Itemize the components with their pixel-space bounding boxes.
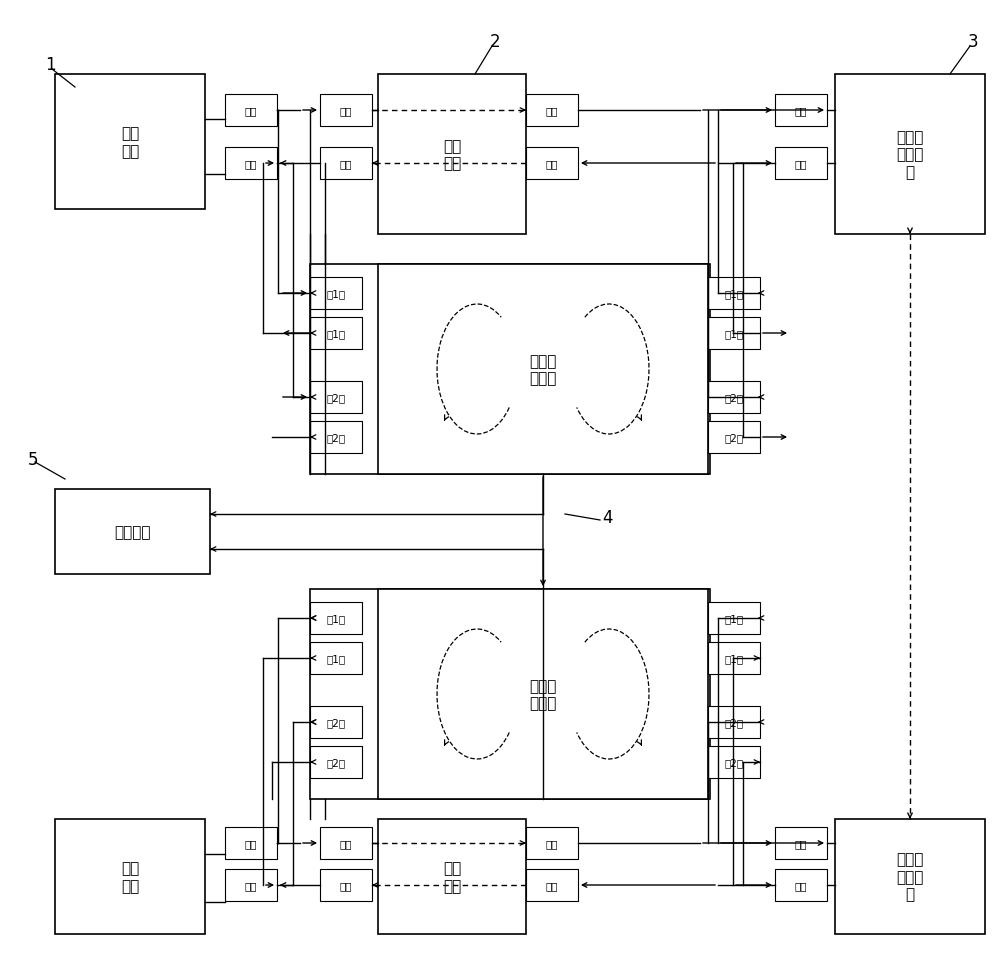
Text: 电2收: 电2收 — [724, 393, 744, 402]
Text: 光发: 光发 — [245, 838, 257, 848]
Bar — [55, 490, 210, 575]
Bar — [526, 148, 578, 180]
Text: 复接
装置: 复接 装置 — [443, 861, 461, 893]
Text: 电2发: 电2发 — [724, 433, 744, 442]
Text: 电收: 电收 — [546, 159, 558, 169]
Text: 电收: 电收 — [546, 880, 558, 890]
Bar — [310, 277, 362, 310]
Text: 4: 4 — [602, 509, 612, 526]
Text: 电发: 电发 — [795, 880, 807, 890]
Text: 光发: 光发 — [340, 880, 352, 890]
Text: 光发: 光发 — [340, 159, 352, 169]
Bar — [378, 75, 526, 234]
Bar — [835, 75, 985, 234]
Text: 电收: 电收 — [795, 106, 807, 116]
Text: 3: 3 — [968, 33, 979, 51]
Bar — [378, 265, 708, 475]
Text: 电1发: 电1发 — [724, 654, 744, 663]
Text: 光收: 光收 — [340, 106, 352, 116]
Text: 电收: 电收 — [795, 838, 807, 848]
Bar — [310, 746, 362, 779]
Bar — [708, 277, 760, 310]
Text: 光2收: 光2收 — [326, 393, 346, 402]
Bar — [708, 421, 760, 454]
Text: 保护
装置: 保护 装置 — [121, 861, 139, 893]
Bar — [775, 827, 827, 859]
Bar — [708, 642, 760, 675]
Text: 光收: 光收 — [245, 159, 257, 169]
Text: 光2收: 光2收 — [326, 718, 346, 727]
Bar — [310, 642, 362, 675]
Text: 电力通
信网设
备: 电力通 信网设 备 — [896, 130, 924, 180]
Text: 电发: 电发 — [795, 159, 807, 169]
Bar — [310, 706, 362, 739]
Text: 复接
装置: 复接 装置 — [443, 138, 461, 171]
Text: 5: 5 — [28, 451, 38, 469]
Bar — [225, 95, 277, 127]
Text: 电2收: 电2收 — [724, 718, 744, 727]
Bar — [320, 148, 372, 180]
Bar — [320, 827, 372, 859]
Bar — [310, 421, 362, 454]
Bar — [310, 602, 362, 635]
Text: 光2发: 光2发 — [326, 433, 346, 442]
Bar — [526, 869, 578, 901]
Text: 电1发: 电1发 — [724, 329, 744, 338]
Text: 1: 1 — [45, 56, 56, 74]
Bar — [775, 95, 827, 127]
Text: 电发: 电发 — [546, 106, 558, 116]
Text: 光1发: 光1发 — [326, 329, 346, 338]
Text: 光发: 光发 — [245, 106, 257, 116]
Bar — [225, 869, 277, 901]
Bar — [225, 827, 277, 859]
Bar — [775, 148, 827, 180]
Text: 光1收: 光1收 — [326, 614, 346, 623]
Bar — [310, 317, 362, 350]
Bar — [378, 589, 708, 800]
Bar — [835, 820, 985, 934]
Bar — [310, 381, 362, 414]
Text: 光收: 光收 — [245, 880, 257, 890]
Text: 通道监
视装置: 通道监 视装置 — [529, 679, 557, 710]
Bar — [708, 706, 760, 739]
Bar — [310, 265, 710, 475]
Text: 2: 2 — [490, 33, 501, 51]
Bar — [225, 148, 277, 180]
Bar — [55, 75, 205, 210]
Bar — [320, 869, 372, 901]
Text: 通道监
视装置: 通道监 视装置 — [529, 354, 557, 386]
Bar — [526, 95, 578, 127]
Bar — [708, 381, 760, 414]
Text: 电力通
信网设
备: 电力通 信网设 备 — [896, 852, 924, 902]
Bar — [708, 602, 760, 635]
Text: 光1发: 光1发 — [326, 654, 346, 663]
Bar — [708, 746, 760, 779]
Bar — [526, 827, 578, 859]
Text: 光2发: 光2发 — [326, 758, 346, 767]
Text: 光收: 光收 — [340, 838, 352, 848]
Text: 电2发: 电2发 — [724, 758, 744, 767]
Text: 保护
装置: 保护 装置 — [121, 126, 139, 158]
Text: 监控系统: 监控系统 — [114, 524, 151, 539]
Text: 电发: 电发 — [546, 838, 558, 848]
Bar — [708, 317, 760, 350]
Bar — [55, 820, 205, 934]
Text: 电1收: 电1收 — [724, 289, 744, 298]
Text: 光1收: 光1收 — [326, 289, 346, 298]
Text: 电1收: 电1收 — [724, 614, 744, 623]
Bar — [320, 95, 372, 127]
Bar — [310, 589, 710, 800]
Bar — [378, 820, 526, 934]
Bar — [775, 869, 827, 901]
